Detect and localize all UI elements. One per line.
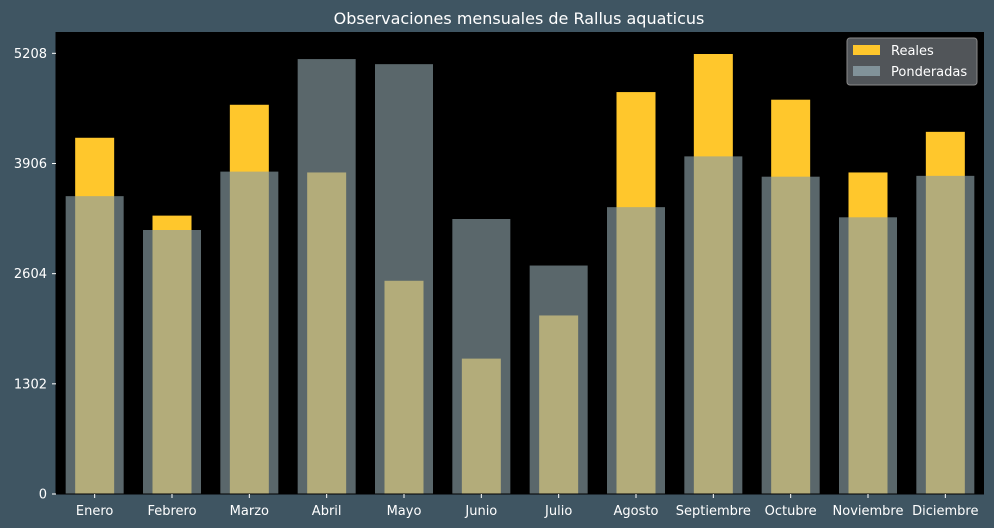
x-tick-label-1: Febrero xyxy=(147,504,196,519)
x-tick-label-5: Junio xyxy=(464,504,497,519)
bar-ponderadas-4 xyxy=(375,64,433,495)
bar-ponderadas-11 xyxy=(916,175,975,494)
y-tick-label-2: 2604 xyxy=(14,267,47,282)
bar-ponderadas-3 xyxy=(297,59,356,494)
x-tick-label-2: Marzo xyxy=(230,504,269,519)
legend-swatch-0 xyxy=(853,45,880,55)
plot-area xyxy=(56,32,984,494)
bar-ponderadas-10 xyxy=(839,217,897,495)
x-tick-label-7: Agosto xyxy=(614,504,659,519)
bar-ponderadas-9 xyxy=(761,176,820,494)
axes-layer: 0 1302 2604 3906 5208 Enero Febrero Marzo Abril M… xyxy=(14,32,984,519)
chart-title: Observaciones mensuales de Rallus aquati… xyxy=(334,9,705,28)
bar-ponderadas-0 xyxy=(65,196,124,494)
legend-swatch-1 xyxy=(853,66,880,76)
x-tick-label-8: Septiembre xyxy=(676,504,751,519)
bar-ponderadas-2 xyxy=(220,171,279,494)
y-tick-label-1: 1302 xyxy=(14,377,47,392)
y-tick-label-0: 0 xyxy=(39,488,47,503)
x-tick-label-9: Octubre xyxy=(765,504,817,519)
y-tick-label-3: 3906 xyxy=(14,157,47,172)
x-tick-label-4: Mayo xyxy=(387,504,422,519)
x-tick-label-11: Diciembre xyxy=(912,504,978,519)
bar-ponderadas-8 xyxy=(684,156,743,494)
bar-ponderadas-1 xyxy=(143,230,201,494)
bar-ponderadas-5 xyxy=(452,219,511,494)
bar-ponderadas-6 xyxy=(529,265,588,494)
legend: Reales Ponderadas xyxy=(846,37,978,86)
x-tick-label-3: Abril xyxy=(312,504,342,519)
legend-label-1: Ponderadas xyxy=(891,65,967,80)
legend-label-0: Reales xyxy=(891,44,934,59)
x-tick-label-6: Julio xyxy=(544,504,572,519)
x-tick-label-0: Enero xyxy=(76,504,114,519)
bars-layer xyxy=(65,54,975,495)
bar-ponderadas-7 xyxy=(607,207,665,494)
x-tick-label-10: Noviembre xyxy=(833,504,904,519)
y-tick-label-4: 5208 xyxy=(14,47,47,62)
